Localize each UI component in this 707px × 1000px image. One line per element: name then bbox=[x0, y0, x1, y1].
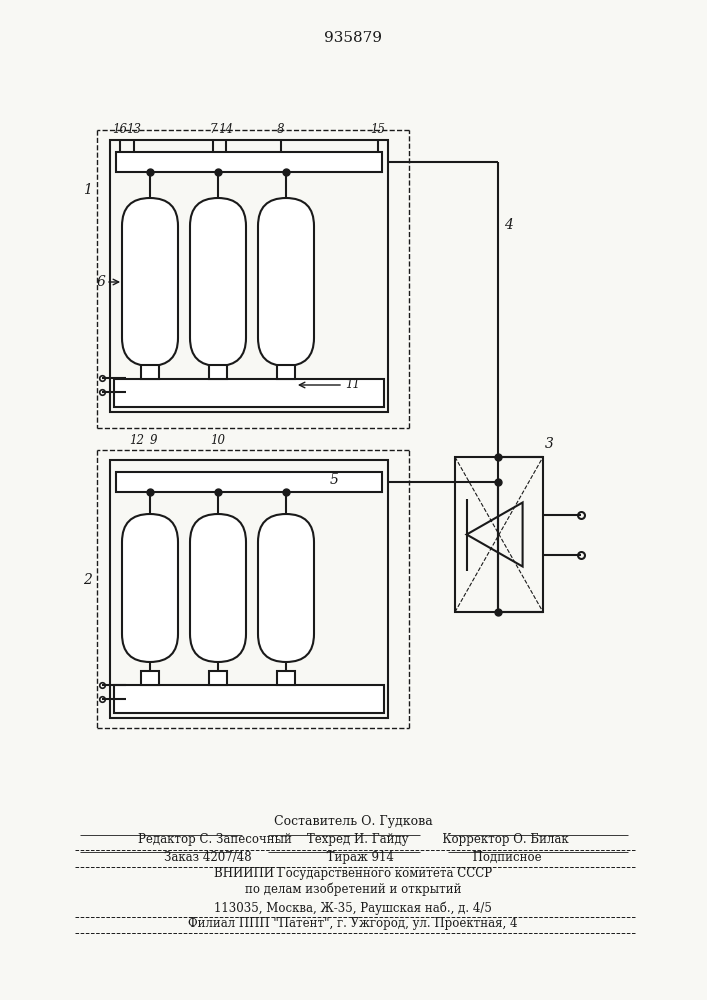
Bar bbox=[114, 685, 384, 713]
Text: 10: 10 bbox=[211, 434, 226, 447]
Bar bbox=[277, 671, 295, 685]
FancyBboxPatch shape bbox=[122, 198, 178, 366]
Text: 2: 2 bbox=[83, 573, 92, 587]
FancyBboxPatch shape bbox=[258, 198, 314, 366]
Bar bbox=[116, 472, 382, 492]
Bar bbox=[455, 457, 543, 612]
Text: Филиал ППП "Патент", г. Ужгород, ул. Проектная, 4: Филиал ППП "Патент", г. Ужгород, ул. Про… bbox=[188, 916, 518, 930]
Text: Составитель О. Гудкова: Составитель О. Гудкова bbox=[274, 816, 433, 828]
Text: 4: 4 bbox=[504, 218, 513, 232]
Bar bbox=[114, 379, 384, 407]
Text: 5: 5 bbox=[330, 473, 339, 487]
Bar bbox=[110, 140, 388, 412]
Bar bbox=[277, 365, 295, 379]
FancyBboxPatch shape bbox=[122, 514, 178, 662]
Bar bbox=[209, 365, 227, 379]
Text: 1: 1 bbox=[83, 183, 92, 197]
FancyBboxPatch shape bbox=[190, 514, 246, 662]
Text: 13: 13 bbox=[127, 123, 141, 136]
Text: 11: 11 bbox=[345, 378, 360, 391]
Text: 16: 16 bbox=[112, 123, 127, 136]
Text: Редактор С. Запесочный    Техред И. Гайду         Корректор О. Билак: Редактор С. Запесочный Техред И. Гайду К… bbox=[138, 834, 568, 846]
Text: 9: 9 bbox=[149, 434, 157, 447]
Text: 7: 7 bbox=[209, 123, 217, 136]
Text: 8: 8 bbox=[277, 123, 285, 136]
Bar bbox=[141, 365, 159, 379]
Text: 14: 14 bbox=[218, 123, 233, 136]
FancyBboxPatch shape bbox=[258, 514, 314, 662]
Bar bbox=[116, 152, 382, 172]
Text: 6: 6 bbox=[96, 275, 105, 289]
Text: 113035, Москва, Ж-35, Раушская наб., д. 4/5: 113035, Москва, Ж-35, Раушская наб., д. … bbox=[214, 901, 492, 915]
Text: ВНИИПИ Государственного комитета СССР: ВНИИПИ Государственного комитета СССР bbox=[214, 867, 492, 880]
Text: 935879: 935879 bbox=[324, 31, 382, 45]
Text: 15: 15 bbox=[370, 123, 385, 136]
Bar bbox=[141, 671, 159, 685]
Bar bbox=[209, 671, 227, 685]
Text: по делам изобретений и открытий: по делам изобретений и открытий bbox=[245, 882, 461, 896]
Text: 3: 3 bbox=[545, 437, 554, 451]
Text: Заказ 4207/48                    Тираж 914                     Подписное: Заказ 4207/48 Тираж 914 Подписное bbox=[164, 850, 542, 863]
Bar bbox=[110, 460, 388, 718]
FancyBboxPatch shape bbox=[190, 198, 246, 366]
Text: 12: 12 bbox=[129, 434, 144, 447]
